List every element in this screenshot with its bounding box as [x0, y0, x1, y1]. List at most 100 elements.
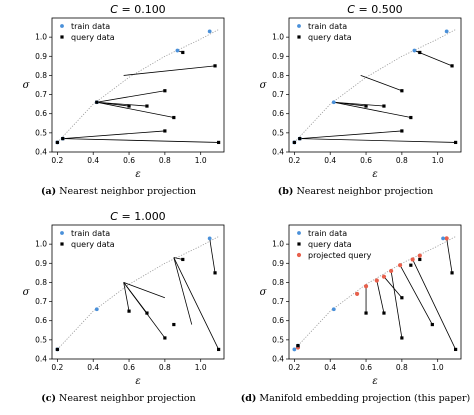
y-tick-label: 1.0: [35, 33, 47, 42]
query-point: [454, 140, 458, 145]
legend-label: projected query: [308, 251, 372, 260]
y-tick-label: 0.7: [35, 90, 47, 99]
query-point: [454, 347, 458, 352]
panel-d: 0.2 0.4 0.6 0.8 1.0 0.4 0.5 0.6 0.7 0.8 0.9 1.0 ε σ tr…: [237, 207, 474, 414]
query-point: [61, 137, 65, 141]
train-point: [292, 347, 297, 352]
caption-c: (c) Nearest neighbor projection: [0, 393, 237, 404]
query-point: [292, 140, 296, 145]
y-tick-label: 0.7: [272, 90, 284, 99]
legend-label: train data: [308, 22, 347, 31]
x-tick-label: 0.6: [123, 156, 135, 165]
train-point: [441, 236, 445, 241]
projection-line: [123, 282, 166, 339]
query-point: [409, 263, 413, 267]
projected-query-point: [389, 268, 394, 274]
y-tick-label: 1.0: [35, 240, 47, 249]
legend-label: query data: [308, 33, 352, 42]
plot-frame: [288, 17, 462, 153]
projection-line: [299, 130, 402, 139]
x-axis-label: ε: [372, 169, 377, 180]
x-tick-label: 0.8: [396, 363, 408, 372]
x-tick-label: 0.6: [360, 156, 372, 165]
y-tick-label: 0.8: [35, 71, 47, 80]
x-tick-label: 0.2: [288, 363, 300, 372]
x-tick-label: 0.6: [360, 363, 372, 372]
projection-line: [96, 90, 165, 103]
query-point: [172, 115, 176, 120]
query-point: [400, 296, 404, 300]
chart-title: C = 0.100: [110, 3, 165, 16]
chart-a: C = 0.100 0.2 0.4 0.6 0.8 1.0 0.4 0.5 0.6 0.7 0.8 0…: [23, 3, 225, 180]
projection-line: [123, 282, 130, 312]
projected-query-point: [410, 257, 415, 262]
query-point: [181, 257, 185, 262]
projection-line: [62, 138, 219, 143]
query-point: [298, 137, 302, 141]
query-point: [55, 347, 59, 352]
legend-train-marker: [60, 24, 64, 28]
chart-title-var: C: [110, 3, 118, 16]
x-tick-label: 0.2: [51, 156, 63, 165]
x-tick-label: 0.2: [51, 363, 63, 372]
y-tick-label: 0.5: [272, 128, 284, 137]
y-tick-label: 0.6: [272, 316, 284, 325]
projection-line: [62, 130, 165, 139]
chart-title-value: = 0.100: [118, 3, 166, 16]
y-axis-label: σ: [260, 287, 268, 298]
y-axis-label: σ: [23, 287, 31, 298]
projection-line: [123, 65, 216, 76]
y-tick-label: 0.4: [35, 355, 47, 364]
caption-text: Nearest neighbor projection: [59, 393, 196, 404]
chart-d: 0.2 0.4 0.6 0.8 1.0 0.4 0.5 0.6 0.7 0.8 0.9 1.0 ε σ tr…: [260, 224, 462, 387]
projected-query-point: [354, 291, 360, 297]
x-axis-label: ε: [372, 376, 377, 387]
query-point: [400, 129, 404, 133]
query-point: [163, 129, 167, 133]
y-tick-label: 0.5: [272, 335, 284, 344]
query-point: [163, 336, 167, 340]
query-point: [364, 311, 368, 315]
y-tick-label: 0.8: [35, 278, 47, 287]
x-tick-label: 0.4: [324, 156, 336, 165]
chart-title-var: C: [347, 3, 355, 16]
train-point: [94, 307, 99, 312]
legend-label: query data: [308, 240, 352, 249]
query-point: [181, 50, 185, 55]
x-tick-label: 0.4: [87, 156, 99, 165]
query-point: [364, 104, 368, 108]
query-point: [450, 64, 454, 68]
query-point: [213, 271, 217, 275]
projected-query-point: [444, 236, 449, 241]
query-point: [418, 50, 422, 55]
plot-frame: [288, 224, 462, 360]
projected-query-point: [381, 274, 387, 279]
train-point: [331, 100, 336, 105]
manifold-curve: [294, 29, 456, 143]
chart-title: C = 1.000: [110, 210, 165, 223]
x-tick-label: 1.0: [432, 156, 444, 165]
train-point: [207, 29, 212, 34]
query-point: [382, 104, 386, 108]
x-tick-label: 0.6: [123, 363, 135, 372]
chart-title-value: = 1.000: [118, 210, 166, 223]
query-point: [400, 89, 404, 93]
legend-label: query data: [71, 240, 115, 249]
legend-query-marker: [60, 242, 64, 246]
panel-a: C = 0.100 0.2 0.4 0.6 0.8 1.0 0.4 0.5 0.6 0.7 0.8 0…: [0, 0, 237, 207]
panel-c: C = 1.000 0.2 0.4 0.6 0.8 1.0 0.4 0.5 0.6 0.7 0.8 0…: [0, 207, 237, 414]
y-tick-label: 1.0: [272, 33, 284, 42]
y-tick-label: 0.8: [272, 278, 284, 287]
projection-line: [390, 270, 403, 339]
train-point: [412, 48, 417, 53]
train-point: [207, 236, 212, 241]
legend-label: train data: [71, 22, 110, 31]
query-point: [430, 322, 434, 327]
projection-line: [383, 276, 403, 299]
legend-query-marker: [297, 242, 301, 246]
projection-line: [446, 238, 453, 273]
x-tick-label: 1.0: [195, 363, 207, 372]
projection-line: [173, 257, 219, 350]
query-point: [382, 311, 386, 315]
caption-text: Nearest neighbor projection: [59, 186, 196, 197]
